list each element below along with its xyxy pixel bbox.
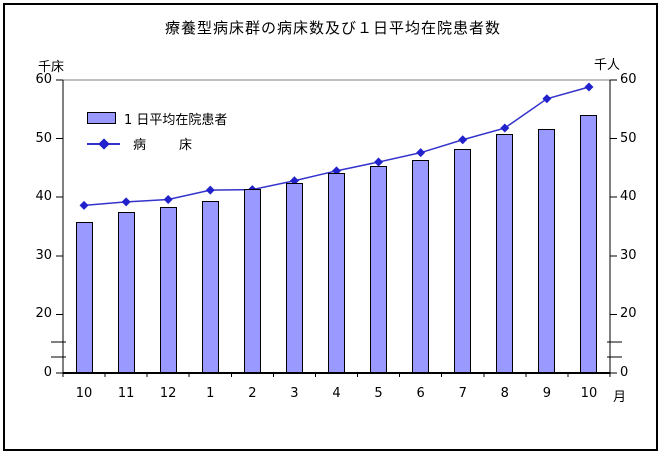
- x-axis-label-3: 1: [206, 386, 215, 401]
- right-axis-unit-label: 千人: [594, 58, 621, 73]
- x-axis-label-11: 9: [542, 386, 552, 401]
- bar-10月: [75, 221, 93, 373]
- legend-label-patients: 1 日平均在院患者: [124, 112, 228, 128]
- bar-9月: [538, 129, 556, 373]
- left-axis-unit-label: 千床: [38, 60, 65, 75]
- x-axis-label-10: 8: [500, 386, 509, 401]
- diamond-marker-icon: [121, 197, 131, 207]
- left-axis-tick-label: 50: [35, 130, 52, 146]
- legend-item-beds: 病 床: [87, 136, 227, 153]
- right-axis-tick-label: 0: [620, 365, 629, 380]
- diamond-marker-icon: [98, 137, 110, 150]
- diamond-marker-icon: [374, 157, 384, 167]
- x-axis-label-1: 11: [117, 386, 135, 401]
- x-axis-label-12: 10: [580, 386, 598, 401]
- line-series-swatch-icon: [87, 137, 120, 150]
- x-axis-label-6: 4: [332, 386, 341, 401]
- right-axis-tick-label: 40: [620, 189, 637, 205]
- diamond-marker-icon: [205, 185, 215, 195]
- x-axis-label-0: 10: [75, 386, 93, 401]
- diamond-marker-icon: [500, 123, 510, 133]
- left-axis-tick-label: 60: [35, 72, 52, 87]
- diamond-marker-icon: [584, 82, 594, 92]
- right-axis-tick-label: 30: [620, 247, 637, 263]
- legend: 1 日平均在院患者 病 床: [87, 111, 227, 161]
- x-axis-label-8: 6: [416, 386, 425, 401]
- bar-1月: [201, 201, 219, 373]
- right-axis-tick-label: 60: [620, 72, 637, 87]
- diamond-marker-icon: [416, 148, 426, 158]
- right-axis-tick-label: 50: [620, 130, 637, 146]
- diamond-marker-icon: [458, 135, 468, 145]
- left-axis-tick-label: 40: [35, 189, 52, 205]
- x-axis-label-9: 7: [458, 386, 467, 401]
- left-axis-tick-label: 0: [43, 365, 52, 380]
- bar-6月: [412, 159, 430, 373]
- diamond-marker-icon: [289, 176, 299, 186]
- diamond-marker-icon: [163, 195, 173, 205]
- diamond-marker-icon: [332, 166, 341, 176]
- left-axis-tick-label: 20: [35, 306, 52, 322]
- legend-label-beds: 病 床: [133, 137, 193, 153]
- x-axis-label-5: 3: [290, 386, 299, 401]
- bar-5月: [370, 166, 388, 373]
- bar-12月: [159, 206, 177, 373]
- x-axis-label-4: 2: [248, 386, 257, 401]
- bar-8月: [496, 134, 514, 373]
- bar-7月: [454, 149, 472, 373]
- right-axis-tick-label: 20: [620, 306, 637, 322]
- x-axis-label-2: 12: [159, 386, 177, 401]
- x-axis-label-7: 5: [374, 386, 383, 401]
- diamond-marker-icon: [542, 94, 552, 104]
- legend-item-patients: 1 日平均在院患者: [87, 111, 228, 128]
- chart-title: 療養型病床群の病床数及び１日平均在院患者数: [164, 19, 501, 37]
- x-axis-month-suffix: 月: [613, 390, 627, 405]
- bar-3月: [285, 183, 303, 373]
- bar-4月: [328, 173, 345, 373]
- bar-10月: [580, 115, 598, 373]
- bar-2月: [243, 188, 261, 373]
- bar-11月: [117, 211, 135, 373]
- diamond-marker-icon: [79, 200, 89, 210]
- left-axis-tick-label: 30: [35, 247, 52, 263]
- bar-series-swatch-icon: [87, 112, 116, 124]
